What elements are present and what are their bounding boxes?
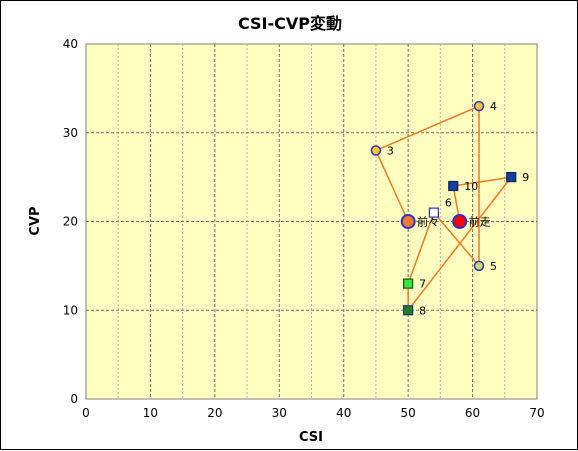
- point-label: 6: [445, 197, 452, 210]
- data-point: [428, 207, 440, 218]
- y-tick-label: 0: [70, 392, 78, 406]
- point-label: 8: [419, 304, 426, 317]
- x-tick-label: 40: [336, 406, 351, 420]
- y-tick-label: 20: [63, 215, 78, 229]
- data-point: [506, 172, 517, 183]
- x-tick-label: 0: [82, 406, 90, 420]
- chart-title: CSI-CVP変動: [238, 14, 342, 33]
- point-label: 5: [490, 260, 497, 273]
- point-label: 4: [490, 100, 497, 113]
- point-label: 10: [464, 180, 478, 193]
- tick-labels: 0 10 20 30 40 50 60 70 0 10 20 30 40: [63, 37, 545, 420]
- point-label: 7: [419, 278, 426, 291]
- y-tick-label: 40: [63, 37, 78, 51]
- x-tick-label: 10: [143, 406, 158, 420]
- point-label: 前走: [469, 215, 491, 229]
- data-point: [403, 278, 414, 289]
- x-tick-label: 30: [272, 406, 287, 420]
- data-point: [473, 100, 485, 112]
- data-point: [400, 214, 416, 229]
- point-label: 3: [387, 145, 394, 158]
- y-axis-title: CVP: [28, 206, 43, 235]
- data-point: [452, 214, 468, 229]
- data-point: [403, 305, 414, 316]
- y-tick-label: 30: [63, 126, 78, 140]
- data-point: [370, 145, 382, 156]
- series-path-line: [374, 104, 513, 313]
- data-point: [448, 180, 459, 192]
- point-label: 9: [522, 171, 529, 184]
- x-axis-title: CSI: [299, 430, 323, 445]
- x-tick-label: 60: [465, 406, 480, 420]
- x-tick-label: 20: [207, 406, 222, 420]
- x-tick-label: 70: [529, 406, 544, 420]
- x-tick-label: 50: [401, 406, 416, 420]
- data-points: 前々 前走 3 4 5 6 7 8 9 10: [370, 100, 529, 317]
- data-point: [473, 260, 485, 272]
- y-tick-label: 10: [63, 303, 78, 317]
- point-label: 前々: [417, 215, 439, 229]
